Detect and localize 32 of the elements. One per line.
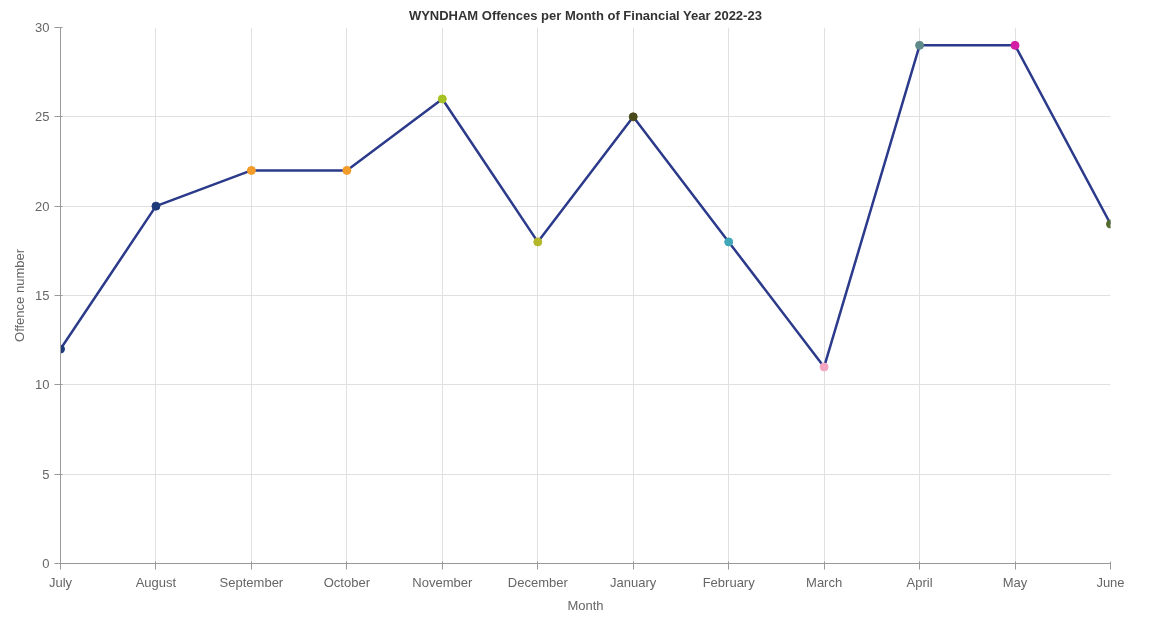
point: [151, 201, 161, 211]
point: [246, 165, 256, 175]
x-tick-label: September: [219, 574, 284, 590]
x-tick-label: November: [412, 574, 473, 590]
y-tick-label: 30: [35, 20, 50, 35]
y-tick-label: 20: [35, 198, 50, 214]
x-tick-label: December: [507, 574, 569, 590]
point: [915, 40, 925, 50]
y-tick-label: 0: [42, 556, 50, 571]
y-tick-label: 5: [42, 466, 50, 482]
x-tick-label: July: [48, 574, 73, 590]
y-tick-label: 25: [35, 109, 50, 125]
point: [724, 237, 734, 247]
x-tick-label: May: [1002, 574, 1028, 590]
x-tick-label: June: [1096, 574, 1125, 590]
point: [437, 94, 447, 104]
x-tick-label: February: [702, 574, 756, 590]
point: [533, 237, 543, 247]
y-axis-title: Offence number: [12, 248, 28, 342]
y-tick-label: 10: [35, 377, 50, 393]
x-tick-label: January: [610, 574, 657, 590]
x-tick-label: October: [323, 574, 371, 590]
y-tick-label: 15: [35, 288, 50, 303]
x-tick-label: March: [806, 574, 843, 590]
point: [1010, 40, 1020, 50]
point: [342, 165, 352, 175]
x-tick-label: April: [906, 574, 933, 590]
x-axis-title: Month: [567, 597, 604, 613]
x-tick-label: August: [135, 574, 177, 590]
point: [628, 112, 638, 122]
chart-title: WYNDHAM Offences per Month of Financial Year 2022-23: [408, 7, 762, 23]
point: [819, 362, 829, 372]
